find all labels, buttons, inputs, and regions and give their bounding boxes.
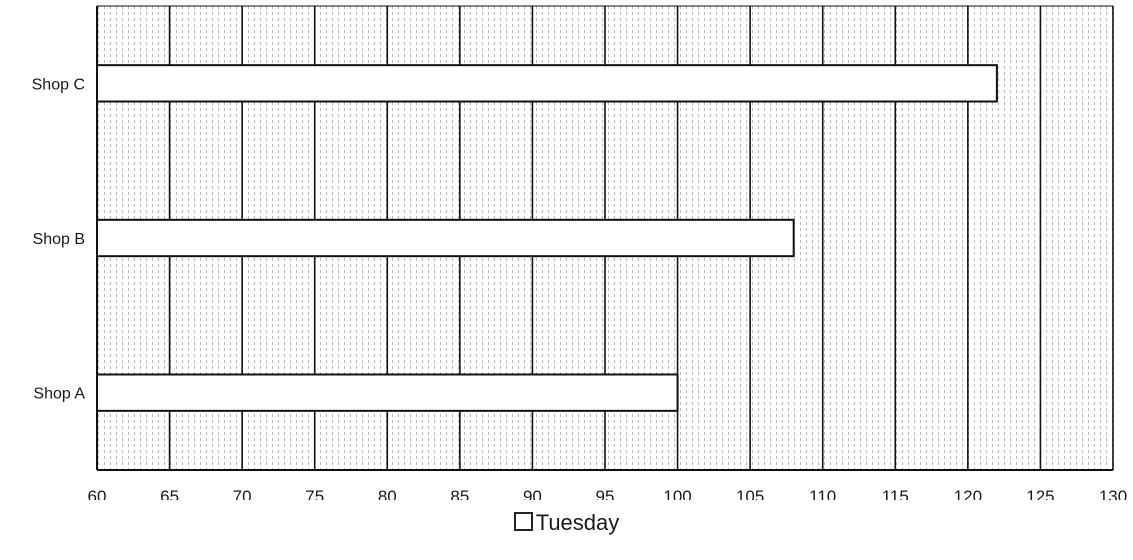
bar-shop-c [96,64,998,103]
x-axis-ticks: 60 65 70 75 80 85 90 95 100 105 110 115 120 125 130 [88,487,1128,500]
x-tick-label-130: 130 [1099,487,1127,500]
legend-swatch [513,512,533,531]
x-tick-label-115: 115 [882,487,909,500]
legend-label: Tuesday [535,510,620,535]
x-tick-label-125: 125 [1026,487,1054,500]
bar-shop-a [96,373,679,412]
x-tick-label-75: 75 [305,487,324,500]
bar-shop-b [96,218,795,258]
x-tick-label-105: 105 [736,487,764,500]
x-tick-label-100: 100 [663,487,691,500]
x-tick-label-95: 95 [596,487,615,500]
y-label-shop-c: Shop C [32,76,85,93]
x-tick-label-60: 60 [88,487,107,500]
x-tick-label-110: 110 [809,487,836,500]
x-tick-label-120: 120 [954,487,982,500]
legend: Tuesday [0,510,1133,536]
y-axis-labels: Shop A Shop B Shop C [32,76,86,402]
bars [96,64,998,412]
bar-chart: 60 65 70 75 80 85 90 95 100 105 110 115 120 125 130 Sh… [32,5,1128,500]
x-tick-label-70: 70 [233,487,252,500]
y-label-shop-b: Shop B [33,231,85,248]
x-tick-label-85: 85 [450,487,469,500]
x-tick-label-65: 65 [160,487,179,500]
x-tick-label-80: 80 [378,487,397,500]
x-tick-label-90: 90 [523,487,542,500]
y-label-shop-a: Shop A [33,386,85,403]
